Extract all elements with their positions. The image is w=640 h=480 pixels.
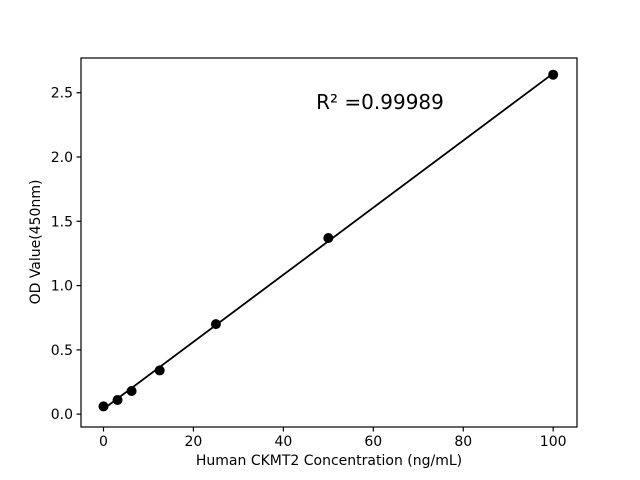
data-point xyxy=(323,233,334,243)
x-tick-label: 20 xyxy=(185,434,203,450)
x-tick-label: 0 xyxy=(99,434,108,450)
x-tick-label: 60 xyxy=(364,434,382,450)
x-tick-label: 80 xyxy=(454,434,472,450)
data-point xyxy=(126,386,137,396)
data-point xyxy=(98,401,109,412)
y-tick-label: 2.5 xyxy=(51,86,73,102)
y-tick-label: 0.5 xyxy=(51,343,73,359)
data-point xyxy=(112,395,123,405)
x-axis-label: Human CKMT2 Concentration (ng/mL) xyxy=(195,453,463,469)
y-tick-label: 1.0 xyxy=(51,279,73,295)
data-point xyxy=(548,69,559,80)
data-point xyxy=(154,365,165,376)
x-tick-label: 40 xyxy=(274,434,292,450)
y-tick-label: 2.0 xyxy=(51,150,73,166)
data-point xyxy=(210,319,221,330)
plot-frame xyxy=(80,57,578,428)
x-tick-label: 100 xyxy=(540,434,567,450)
y-tick-label: 0.0 xyxy=(51,407,73,423)
y-tick-label: 1.5 xyxy=(51,214,73,230)
r-squared-annotation: R² =0.99989 xyxy=(316,90,444,114)
y-axis-label: OD Value(450nm) xyxy=(28,179,44,305)
